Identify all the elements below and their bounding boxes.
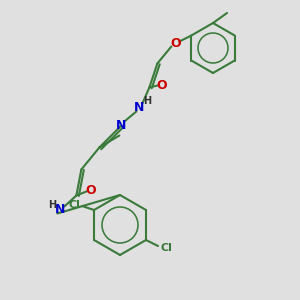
Text: Cl: Cl xyxy=(160,243,172,253)
Text: Cl: Cl xyxy=(68,200,80,210)
Text: O: O xyxy=(170,37,181,50)
Text: H: H xyxy=(48,200,56,211)
Text: O: O xyxy=(85,184,96,197)
Text: N: N xyxy=(55,203,65,216)
Text: O: O xyxy=(156,79,167,92)
Text: H: H xyxy=(143,97,152,106)
Text: N: N xyxy=(116,119,127,132)
Text: N: N xyxy=(134,101,145,114)
